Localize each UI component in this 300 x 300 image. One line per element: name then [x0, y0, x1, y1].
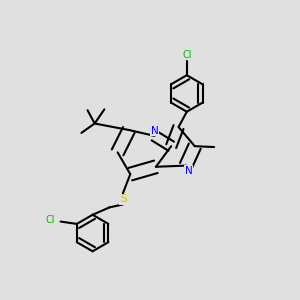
Text: Cl: Cl: [45, 215, 55, 225]
Text: S: S: [120, 194, 127, 204]
Text: Cl: Cl: [182, 50, 192, 60]
Text: N: N: [185, 166, 193, 176]
Text: N: N: [151, 126, 158, 136]
